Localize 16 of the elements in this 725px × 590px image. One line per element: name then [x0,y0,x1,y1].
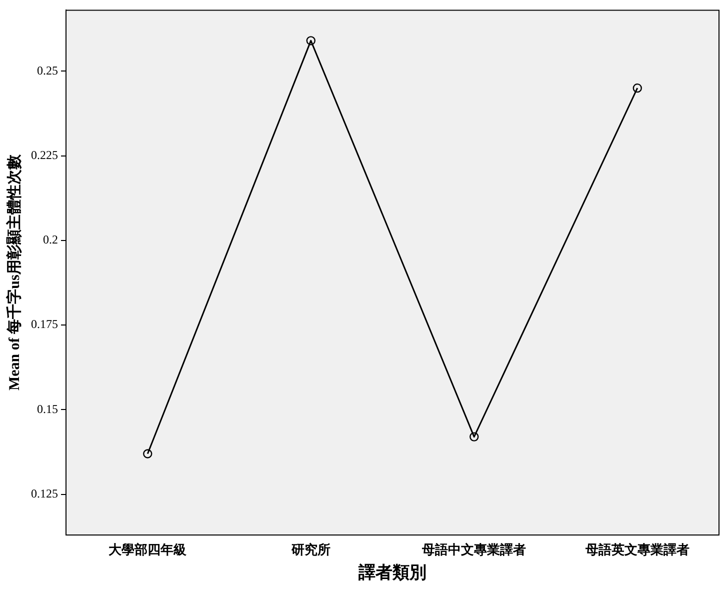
y-tick-label: 0.175 [31,317,58,332]
point [143,449,152,458]
x-tick-label: 研究所 [290,542,330,558]
y-axis-title: Mean of 每千字us用彰顯主體性次數 [4,154,23,391]
y-tick-label: 0.2 [43,232,58,247]
y-tick-label: 0.125 [31,486,58,501]
y-tick-label: 0.25 [37,63,58,78]
x-tick-label: 大學部四年級 [108,542,188,558]
point [632,83,642,93]
point [306,36,316,46]
point [470,432,479,442]
x-axis-title: 譯者類別 [358,563,426,582]
y-tick-label: 0.15 [37,402,58,416]
x-tick-label: 母語中文專業譯者 [421,542,526,558]
y-tick-label: 0.225 [31,148,58,162]
x-tick-label: 母語英文專業譯者 [584,542,690,558]
